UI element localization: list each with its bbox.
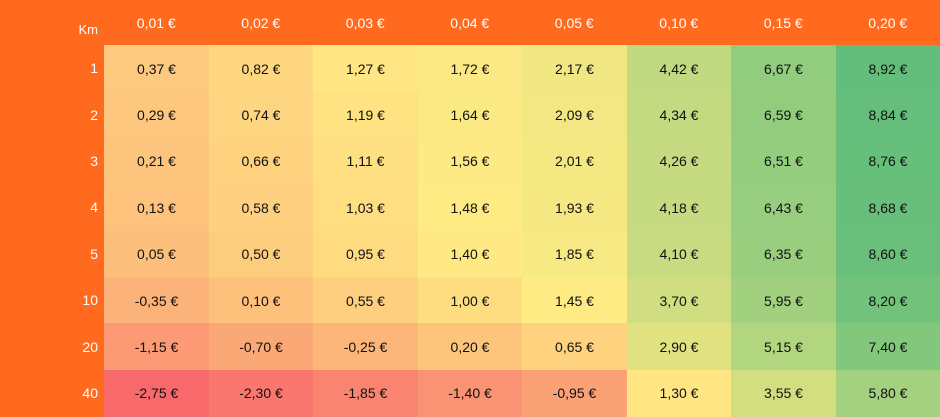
heatmap-cell: 6,35 € (731, 231, 836, 278)
heatmap-cell: -2,30 € (209, 370, 314, 417)
heatmap-cell: 8,84 € (836, 91, 940, 138)
heatmap-cell: 1,93 € (522, 184, 627, 231)
heatmap-cell: 8,92 € (836, 45, 940, 92)
heatmap-cell: 0,55 € (313, 277, 418, 324)
heatmap-cell: 3,55 € (731, 370, 836, 417)
heatmap-cell: 0,95 € (313, 231, 418, 278)
heatmap-cell: -0,25 € (313, 323, 418, 370)
heatmap-cell: 4,18 € (627, 184, 732, 231)
heatmap-cell: 1,85 € (522, 231, 627, 278)
heatmap-cell: 6,51 € (731, 138, 836, 185)
heatmap-cell: 2,09 € (522, 91, 627, 138)
heatmap-cell: 4,10 € (627, 231, 732, 278)
heatmap-cell: 6,43 € (731, 184, 836, 231)
heatmap-cell: 0,66 € (209, 138, 314, 185)
heatmap-cell: 0,21 € (104, 138, 209, 185)
row-header: 20 (0, 323, 104, 369)
row-header: 10 (0, 277, 104, 323)
heatmap-cell: 1,11 € (313, 138, 418, 185)
heatmap-cell: 1,64 € (418, 91, 523, 138)
heatmap-cell: 0,37 € (104, 45, 209, 92)
heatmap-cell: 4,26 € (627, 138, 732, 185)
heatmap-cell: -1,85 € (313, 370, 418, 417)
column-header: 0,01 € (104, 0, 209, 45)
heatmap-cell: 0,65 € (522, 323, 627, 370)
heatmap-cell: 2,90 € (627, 323, 732, 370)
heatmap-cell: 8,76 € (836, 138, 940, 185)
heatmap-cell: 1,27 € (313, 45, 418, 92)
row-header: 3 (0, 138, 104, 184)
column-header: 0,02 € (209, 0, 314, 45)
row-header: 5 (0, 231, 104, 277)
heatmap-cell: 0,58 € (209, 184, 314, 231)
heatmap-cell: -0,95 € (522, 370, 627, 417)
heatmap-cell: 1,45 € (522, 277, 627, 324)
heatmap-cell: 1,00 € (418, 277, 523, 324)
row-header: 40 (0, 370, 104, 416)
row-header: 2 (0, 91, 104, 137)
heatmap-cell: 0,10 € (209, 277, 314, 324)
heatmap-cell: -1,15 € (104, 323, 209, 370)
heatmap-cell: 0,82 € (209, 45, 314, 92)
heatmap-cell: 6,67 € (731, 45, 836, 92)
heatmap-cell: 5,95 € (731, 277, 836, 324)
heatmap-cell: 4,34 € (627, 91, 732, 138)
heatmap-cell: 2,17 € (522, 45, 627, 92)
heatmap-cell: 1,40 € (418, 231, 523, 278)
row-header: 4 (0, 184, 104, 230)
heatmap-cell: 0,74 € (209, 91, 314, 138)
heatmap-cell: 8,20 € (836, 277, 940, 324)
heatmap-cell: 1,56 € (418, 138, 523, 185)
heatmap-cell: -0,70 € (209, 323, 314, 370)
heatmap-cell: 6,59 € (731, 91, 836, 138)
heatmap-cell: 1,19 € (313, 91, 418, 138)
column-header: 0,05 € (522, 0, 627, 45)
row-header-label: Km (0, 22, 104, 37)
heatmap-cell: -1,40 € (418, 370, 523, 417)
heatmap-cell: 1,30 € (627, 370, 732, 417)
heatmap-cell: 8,68 € (836, 184, 940, 231)
heatmap-cell: 0,50 € (209, 231, 314, 278)
heatmap-cell: 1,03 € (313, 184, 418, 231)
heatmap-cell: 3,70 € (627, 277, 732, 324)
heatmap-cell: 2,01 € (522, 138, 627, 185)
heatmap-cell: 0,13 € (104, 184, 209, 231)
column-header: 0,10 € (627, 0, 732, 45)
column-header: 0,15 € (731, 0, 836, 45)
row-header: 1 (0, 45, 104, 91)
heatmap-cell: 1,48 € (418, 184, 523, 231)
heatmap-cell: 5,15 € (731, 323, 836, 370)
heatmap-cell: 0,05 € (104, 231, 209, 278)
heatmap-cell: 0,29 € (104, 91, 209, 138)
heatmap-cell: 1,72 € (418, 45, 523, 92)
column-header: 0,04 € (418, 0, 523, 45)
heatmap-cell: 4,42 € (627, 45, 732, 92)
column-header: 0,03 € (313, 0, 418, 45)
heatmap-cell: -2,75 € (104, 370, 209, 417)
heatmap-cell: 5,80 € (836, 370, 940, 417)
heatmap-cell: 7,40 € (836, 323, 940, 370)
heatmap-cell: 8,60 € (836, 231, 940, 278)
column-header: 0,20 € (836, 0, 940, 45)
heatmap-cell: 0,20 € (418, 323, 523, 370)
heatmap-cell: -0,35 € (104, 277, 209, 324)
